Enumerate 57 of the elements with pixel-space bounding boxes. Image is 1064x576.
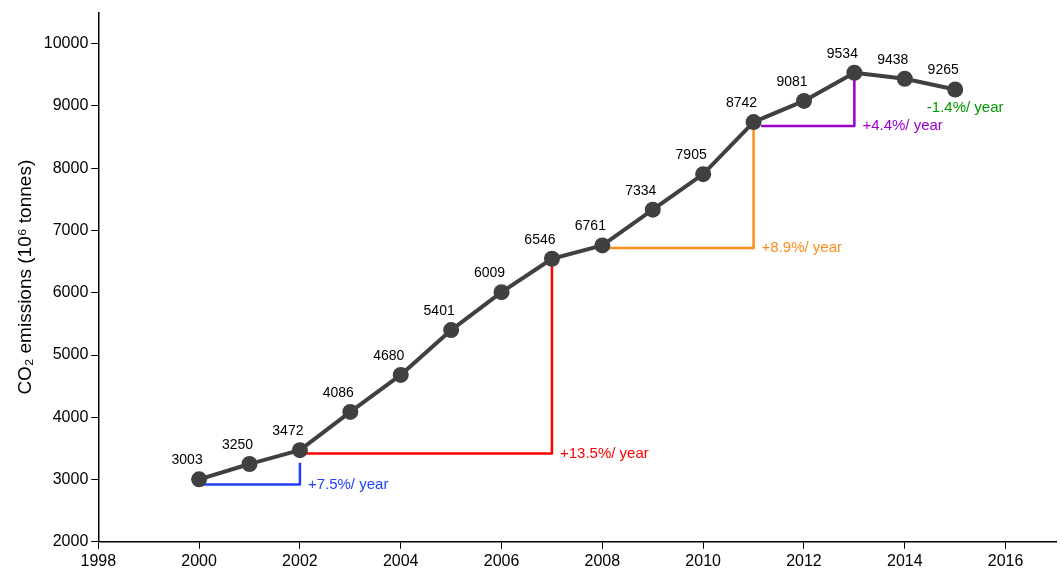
x-tick-label: 2006 <box>483 551 520 569</box>
y-tick-label: 4000 <box>52 407 89 425</box>
y-tick-label: 7000 <box>52 220 89 238</box>
y-tick-label: 6000 <box>52 283 89 301</box>
data-label: 3472 <box>272 422 304 439</box>
x-tick-label: 2010 <box>685 551 722 569</box>
point <box>241 455 258 472</box>
point <box>745 114 762 131</box>
point <box>543 250 560 267</box>
data-label: 6761 <box>574 217 607 234</box>
data-label: 6009 <box>473 264 506 281</box>
series-label: +8.9%/ year <box>761 238 843 256</box>
y-tick-label: 2000 <box>52 532 89 550</box>
x-tick-label: 2012 <box>786 551 822 569</box>
data-label: 5401 <box>423 301 455 318</box>
point <box>493 284 510 301</box>
point <box>291 442 308 459</box>
point <box>342 403 359 420</box>
data-label: 9534 <box>826 44 859 61</box>
y-tick-label: 3000 <box>52 469 89 487</box>
x-tick-label: 2008 <box>584 551 621 569</box>
data-label: 9265 <box>927 61 959 78</box>
x-tick-label: 2014 <box>886 551 923 569</box>
y-tick-label: 5000 <box>52 345 89 363</box>
point <box>947 81 964 98</box>
point <box>896 70 913 87</box>
x-tick-label: 2000 <box>181 551 217 569</box>
x-tick-label: 1998 <box>80 551 117 569</box>
data-label: 9438 <box>877 50 909 67</box>
data-label: 9081 <box>776 72 808 89</box>
data-label: 3003 <box>171 451 203 468</box>
data-label: 8742 <box>725 93 758 110</box>
y-tick-label: 8000 <box>52 158 89 176</box>
y-tick-label: 9000 <box>52 96 89 114</box>
series-label: +13.5%/ year <box>559 443 649 461</box>
point <box>695 166 712 183</box>
y-axis-title: CO₂ emissions (10⁶ tonnes) <box>13 159 35 395</box>
data-label: 4680 <box>373 346 405 363</box>
point <box>392 366 409 383</box>
data-label: 7334 <box>625 181 657 198</box>
data-label: 4086 <box>322 383 355 400</box>
point <box>191 471 208 488</box>
point <box>594 237 611 254</box>
point <box>443 322 460 339</box>
x-tick-label: 2004 <box>382 551 419 569</box>
point <box>795 92 812 109</box>
point <box>846 64 863 81</box>
data-label: 3250 <box>221 435 254 452</box>
x-tick-label: 2016 <box>987 551 1024 569</box>
data-label: 6546 <box>524 230 556 247</box>
data-label: 7905 <box>675 146 707 163</box>
series-label: +7.5%/ year <box>307 474 389 492</box>
y-tick-label: 10000 <box>43 34 89 52</box>
series-label: +4.4%/ year <box>862 116 943 134</box>
x-tick-label: 2002 <box>282 551 318 569</box>
annotation: -1.4%/ year <box>926 98 1004 116</box>
point <box>644 201 661 218</box>
